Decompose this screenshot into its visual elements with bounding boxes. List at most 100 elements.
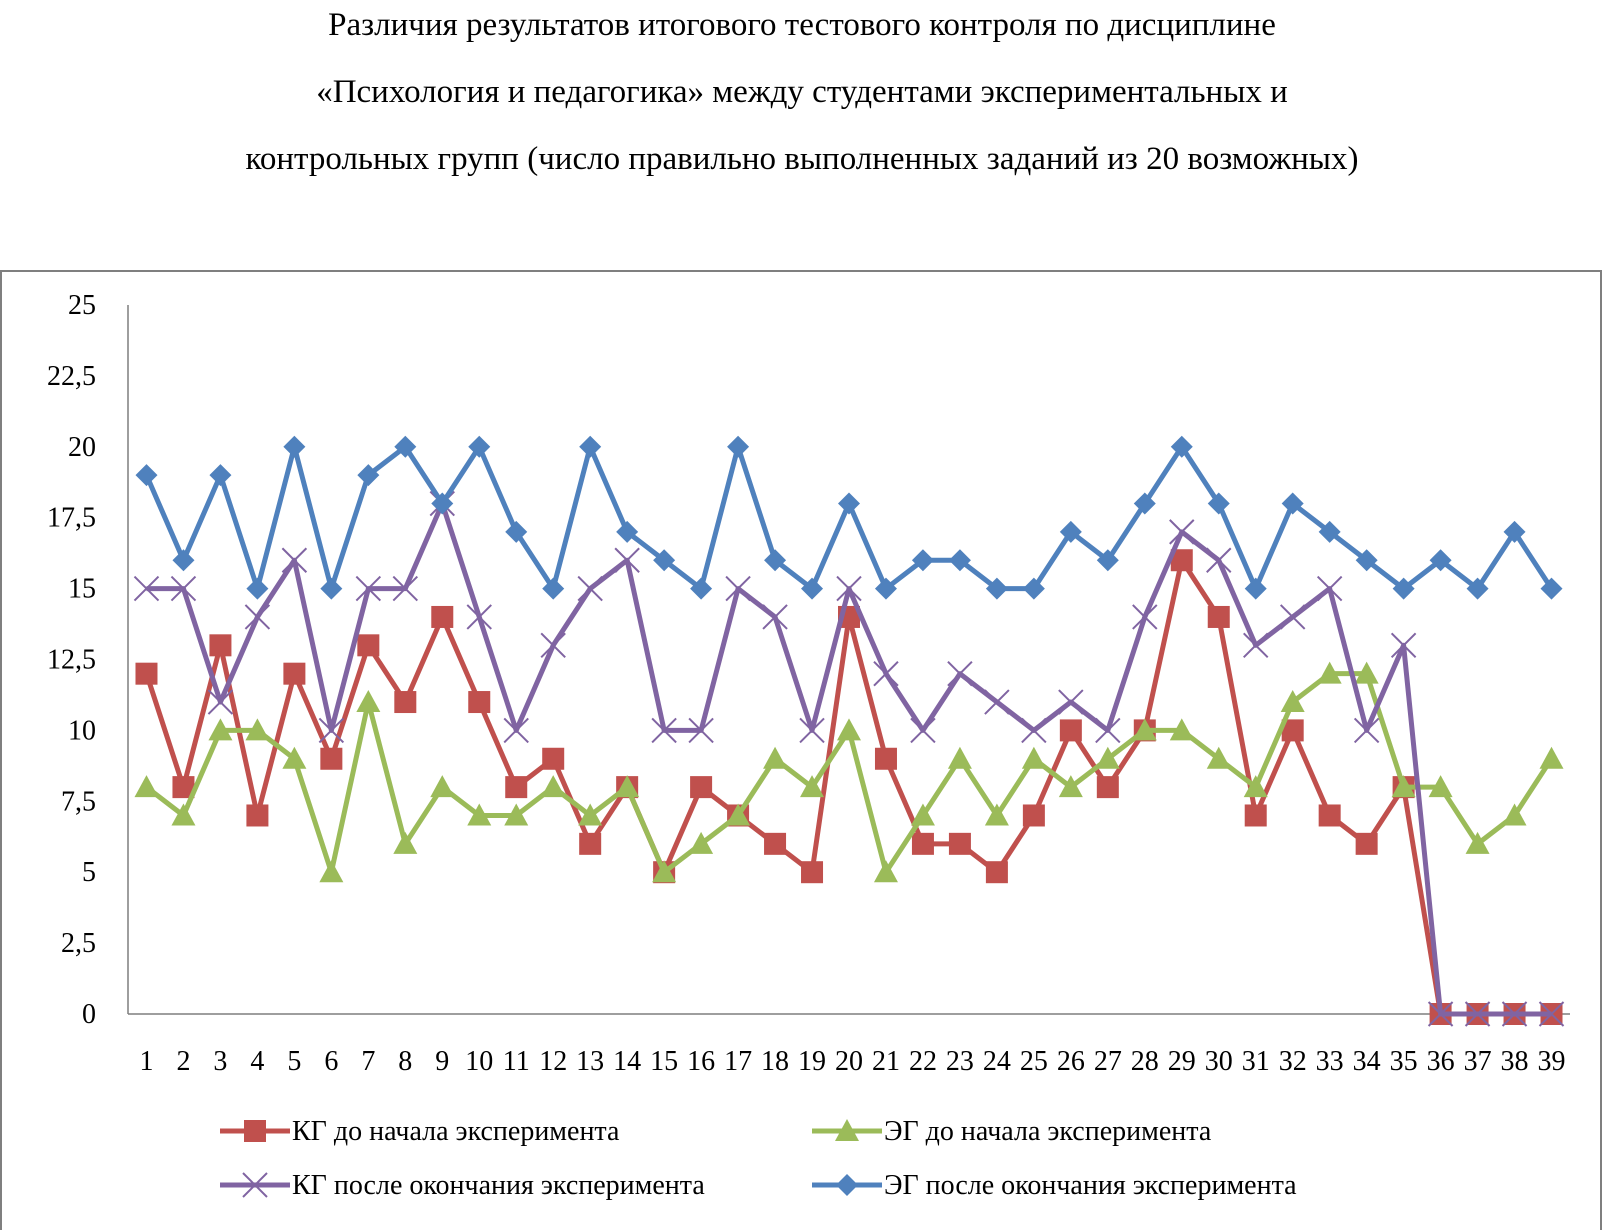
- data-point: [947, 746, 972, 769]
- data-point: [1095, 746, 1120, 769]
- data-point: [1170, 549, 1193, 572]
- y-tick-label: 22,5: [47, 361, 96, 392]
- data-point: [653, 549, 676, 572]
- data-point: [207, 689, 234, 715]
- data-point: [1318, 520, 1341, 543]
- data-point: [431, 492, 454, 515]
- legend-marker: [835, 1119, 859, 1141]
- data-point: [1539, 746, 1564, 769]
- data-point: [874, 577, 897, 600]
- data-point: [985, 861, 1008, 884]
- series-2: [134, 661, 1564, 883]
- data-point: [1169, 519, 1195, 545]
- data-point: [1540, 577, 1563, 600]
- x-tick-label: 16: [687, 1046, 715, 1077]
- data-point: [690, 577, 713, 600]
- y-tick-label: 12,5: [47, 645, 96, 676]
- data-point: [948, 832, 971, 855]
- data-point: [208, 718, 233, 741]
- data-point: [171, 803, 196, 826]
- data-point: [318, 717, 345, 744]
- data-point: [763, 746, 788, 769]
- data-point: [281, 547, 308, 573]
- data-point: [726, 803, 751, 826]
- x-tick-label: 38: [1501, 1046, 1529, 1077]
- x-tick-label: 37: [1464, 1046, 1492, 1077]
- y-tick-label: 5: [82, 857, 96, 888]
- legend-marker: [242, 1172, 268, 1198]
- data-point: [505, 776, 528, 799]
- data-point: [355, 575, 382, 602]
- x-tick-label: 3: [213, 1046, 227, 1077]
- y-tick-label: 7,5: [61, 786, 96, 817]
- data-point: [209, 634, 232, 657]
- data-point: [616, 520, 639, 543]
- data-point: [1207, 492, 1230, 515]
- data-point: [1279, 604, 1306, 630]
- data-point: [1281, 719, 1304, 742]
- y-tick-label: 0: [82, 999, 96, 1030]
- x-tick-label: 25: [1020, 1046, 1048, 1077]
- legend-label: КГ до начала эксперимента: [292, 1116, 620, 1147]
- data-point: [540, 632, 566, 659]
- data-point: [1096, 776, 1119, 799]
- x-tick-label: 28: [1131, 1046, 1159, 1077]
- data-point: [1353, 717, 1380, 744]
- data-point: [873, 860, 898, 883]
- x-tick-label: 5: [287, 1046, 301, 1077]
- y-axis-tick-labels: 0 2,5 5 7,5 10 12,5 15 17,5 20 22,5 25: [47, 290, 96, 1030]
- chart-title-line-1: Различия результатов итогового тестового…: [328, 7, 1276, 43]
- data-point: [1021, 717, 1047, 744]
- data-point: [1280, 690, 1305, 713]
- data-point: [1244, 577, 1267, 600]
- x-tick-label: 21: [872, 1046, 900, 1077]
- x-tick-label: 17: [724, 1046, 752, 1077]
- data-point: [911, 832, 934, 855]
- data-point: [244, 604, 271, 630]
- x-tick-label: 29: [1168, 1046, 1196, 1077]
- x-tick-label: 32: [1279, 1046, 1307, 1077]
- data-point: [1243, 632, 1269, 659]
- data-point: [1355, 549, 1378, 572]
- data-point: [1538, 1001, 1565, 1027]
- x-tick-label: 12: [539, 1046, 567, 1077]
- data-point: [799, 717, 825, 744]
- x-tick-label: 36: [1427, 1046, 1455, 1077]
- data-point: [836, 575, 862, 602]
- data-point: [320, 577, 343, 600]
- data-point: [246, 804, 269, 827]
- data-point: [1465, 831, 1490, 854]
- y-tick-label: 15: [68, 574, 96, 605]
- data-point: [1466, 577, 1489, 600]
- x-tick-label: 31: [1242, 1046, 1270, 1077]
- data-point: [320, 747, 343, 770]
- data-point: [393, 831, 418, 854]
- data-point: [578, 803, 603, 826]
- data-point: [394, 691, 417, 714]
- data-point: [282, 746, 307, 769]
- data-point: [1207, 605, 1230, 628]
- legend-item: КГ до начала эксперимента: [220, 1116, 620, 1147]
- data-point: [172, 549, 195, 572]
- x-tick-label: 14: [613, 1046, 641, 1077]
- x-tick-label: 34: [1353, 1046, 1381, 1077]
- data-point: [468, 691, 491, 714]
- data-point: [579, 435, 602, 458]
- data-point: [910, 803, 935, 826]
- data-point: [542, 577, 565, 600]
- data-point: [319, 860, 344, 883]
- x-axis-tick-labels: 1 2 3 4 5 6 7 8 9 10 11 12 13 14 15 16 17 18 19 20 21 22 23 24 2…: [139, 1046, 1565, 1077]
- data-point: [727, 435, 750, 458]
- data-point: [652, 860, 677, 883]
- data-point: [1132, 604, 1158, 630]
- data-point: [467, 803, 492, 826]
- legend-marker: [244, 1120, 266, 1142]
- data-point: [1316, 575, 1343, 602]
- chart-title-line-2: «Психология и педагогика» между студента…: [316, 74, 1288, 110]
- data-point: [1206, 547, 1232, 573]
- x-tick-label: 2: [176, 1046, 190, 1077]
- data-point: [801, 861, 824, 884]
- chart-legend: КГ до начала эксперимента ЭГ до начала эк…: [220, 1116, 1297, 1201]
- x-tick-label: 24: [983, 1046, 1011, 1077]
